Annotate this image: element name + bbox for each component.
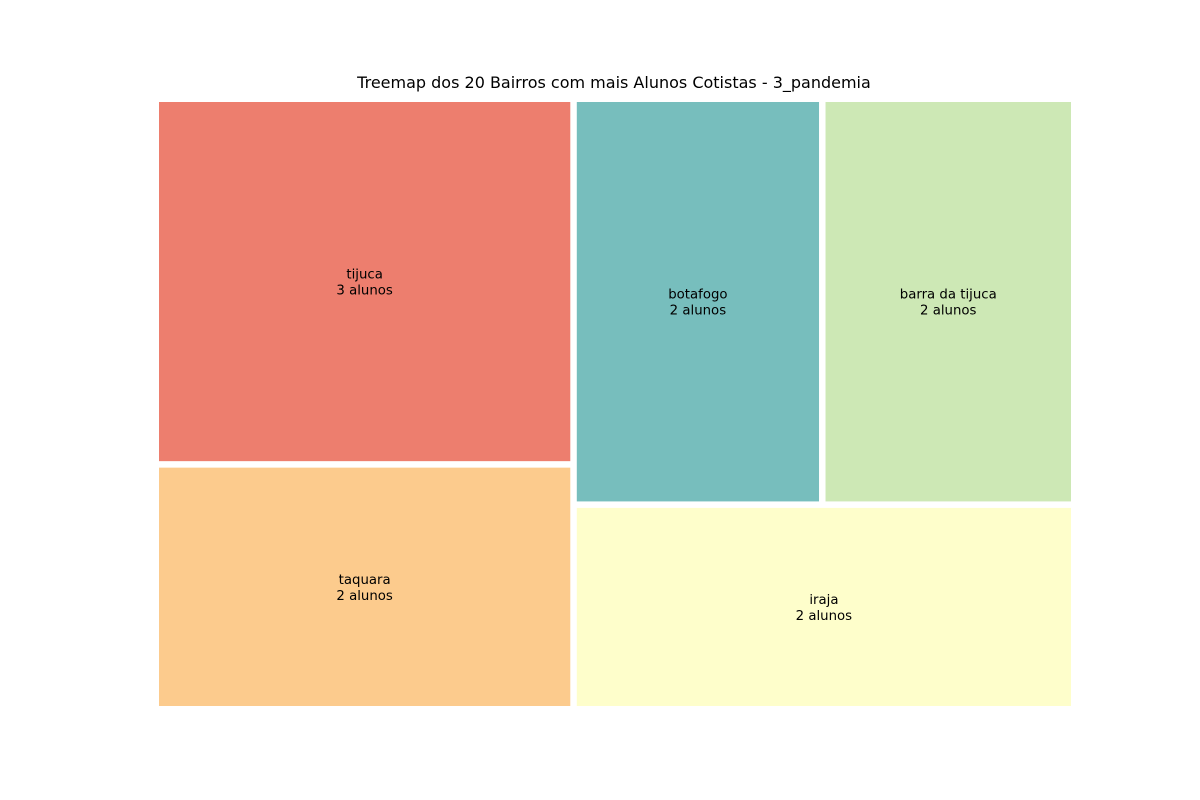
- tile-label-iraja: iraja: [809, 593, 838, 608]
- chart-title: Treemap dos 20 Bairros com mais Alunos C…: [356, 73, 871, 93]
- tile-iraja: [576, 507, 1071, 706]
- tile-value-botafogo: 2 alunos: [670, 304, 727, 319]
- tile-value-barra-da-tijuca: 2 alunos: [920, 304, 977, 319]
- tile-barra-da-tijuca: [825, 102, 1071, 502]
- tile-label-botafogo: botafogo: [668, 288, 727, 303]
- tile-value-taquara: 2 alunos: [336, 589, 393, 604]
- tile-label-tijuca: tijuca: [346, 268, 383, 283]
- tile-label-taquara: taquara: [339, 573, 391, 588]
- tile-tijuca: [159, 102, 571, 462]
- tile-value-tijuca: 3 alunos: [336, 284, 393, 299]
- tile-value-iraja: 2 alunos: [796, 609, 853, 624]
- tile-taquara: [159, 467, 571, 706]
- tile-botafogo: [576, 102, 820, 502]
- tile-label-barra-da-tijuca: barra da tijuca: [900, 288, 997, 303]
